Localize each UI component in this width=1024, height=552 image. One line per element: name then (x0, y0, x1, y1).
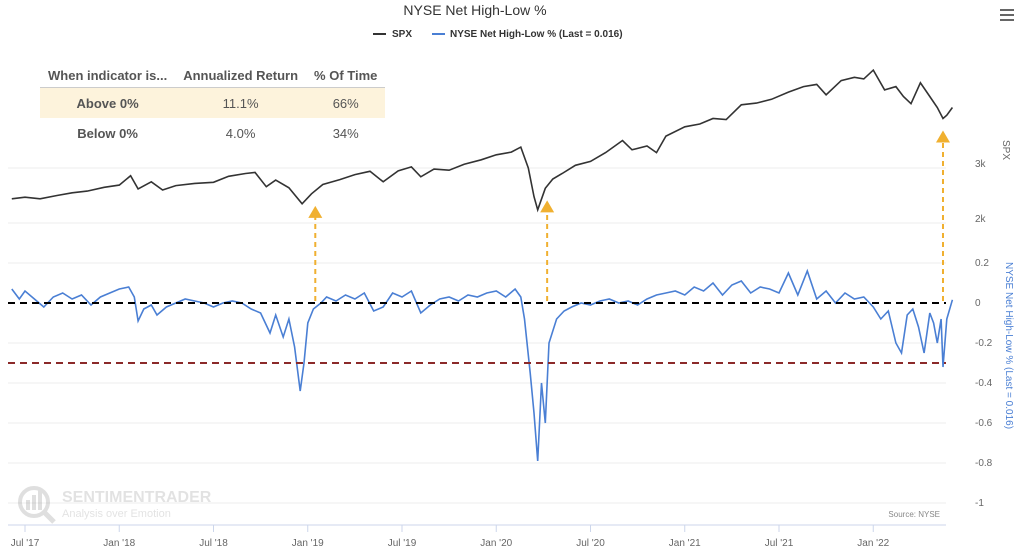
row-time: 34% (332, 125, 359, 141)
signal-arrow-head-icon (540, 200, 555, 213)
stats-header-row: When indicator is... Annualized Return %… (40, 66, 386, 88)
nhl-tick-label: -0.6 (975, 418, 993, 429)
chart-title: NYSE Net High-Low % (403, 2, 546, 18)
table-row: Below 0% 4.0% 34% (40, 118, 385, 148)
header-return: Annualized Return (175, 66, 307, 88)
x-tick-label: Jul '19 (388, 538, 417, 549)
legend-label-spx: SPX (392, 29, 412, 40)
nhl-tick-label: -0.2 (975, 338, 993, 349)
nhl-tick-label: 0.2 (975, 258, 989, 269)
legend-item-nhl[interactable]: NYSE Net High-Low % (Last = 0.016) (432, 29, 623, 40)
axes: 0.2 0 -0.2 -0.4 -0.6 -0.8 -1 3k 2k Jul '17 Jan '18… (8, 159, 993, 549)
signal-arrow-head-icon (308, 205, 323, 218)
x-tick-label: Jan '18 (103, 538, 135, 549)
row-label: Below 0% (77, 125, 138, 141)
row-return: 11.1% (175, 87, 307, 118)
chart-menu-button[interactable] (1000, 6, 1014, 24)
nhl-line[interactable] (11, 268, 954, 462)
spx-tick-label: 3k (975, 159, 987, 170)
watermark-name: SENTIMENTRADER (62, 489, 212, 506)
header-time: % Of Time (306, 66, 386, 88)
legend-item-spx[interactable]: SPX (373, 29, 412, 40)
table-row: Above 0% 11.1% 66% (40, 87, 386, 118)
x-tick-label: Jan '21 (669, 538, 701, 549)
header-indicator: When indicator is... (40, 66, 176, 88)
spx-line[interactable] (11, 68, 954, 213)
source-note: Source: NYSE (888, 510, 940, 519)
x-tick-label: Jan '22 (857, 538, 889, 549)
spx-axis-title: SPX (1000, 140, 1011, 160)
spx-tick-label: 2k (975, 214, 987, 225)
plot-area (8, 68, 954, 462)
x-tick-label: Jan '19 (292, 538, 324, 549)
row-time: 66% (306, 87, 386, 118)
nhl-tick-label: -0.4 (975, 378, 993, 389)
row-label: Above 0% (40, 87, 176, 118)
nhl-tick-label: -0.8 (975, 458, 993, 469)
x-tick-label: Jan '20 (480, 538, 512, 549)
stats-table: When indicator is... Annualized Return %… (40, 66, 386, 148)
nhl-tick-label: -1 (975, 498, 984, 509)
legend: SPX NYSE Net High-Low % (Last = 0.016) (373, 29, 623, 40)
x-tick-label: Jul '18 (199, 538, 228, 549)
x-tick-label: Jul '17 (11, 538, 40, 549)
gridlines (8, 167, 946, 504)
x-tick-label: Jul '21 (765, 538, 794, 549)
x-tick-label: Jul '20 (576, 538, 605, 549)
signal-arrow-head-icon (935, 130, 950, 143)
nhl-tick-label: 0 (975, 298, 981, 309)
legend-label-nhl: NYSE Net High-Low % (Last = 0.016) (450, 29, 623, 40)
watermark-logo: SENTIMENTRADER Analysis over Emotion (18, 486, 212, 524)
watermark-tagline: Analysis over Emotion (62, 508, 171, 520)
row-return: 4.0% (225, 125, 256, 141)
nhl-axis-title: NYSE Net High-Low % (Last = 0.016) (1003, 262, 1014, 429)
